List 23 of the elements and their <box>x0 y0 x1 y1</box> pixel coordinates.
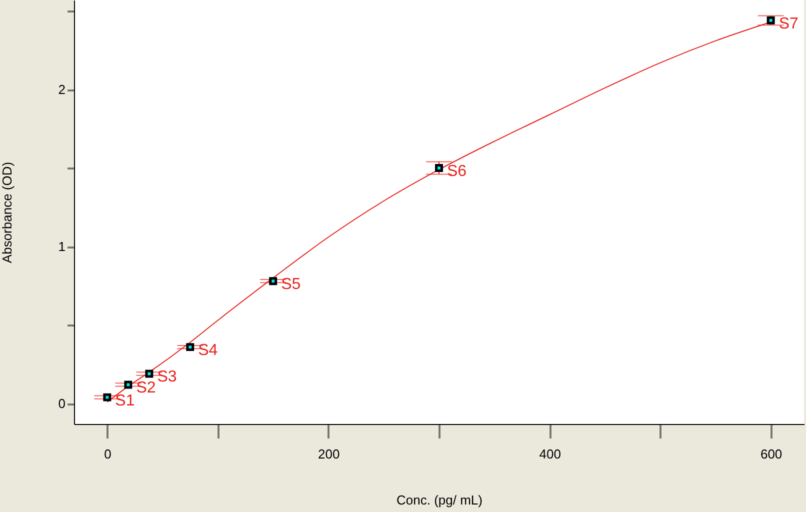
annotation: S4 <box>198 342 218 360</box>
y-tick-label: 1 <box>58 239 66 254</box>
point <box>124 380 132 389</box>
annotation: S2 <box>136 380 156 397</box>
x-tick-label: 0 <box>104 446 112 462</box>
annotation: S3 <box>157 368 177 386</box>
x-tick-label: 400 <box>539 446 561 462</box>
y-tick-label: 2 <box>58 82 66 98</box>
point <box>103 393 112 402</box>
x-axis-title: Conc. (pg/ mL) <box>396 492 482 508</box>
y-axis-title: Absorbance (OD) <box>0 162 14 264</box>
point <box>186 343 194 352</box>
y-tick-label: 0 <box>58 396 66 412</box>
point <box>145 370 154 378</box>
point <box>269 277 278 286</box>
point <box>766 16 775 24</box>
point <box>435 164 443 172</box>
annotation: S6 <box>447 163 467 180</box>
x-tick-label: 600 <box>760 446 782 462</box>
annotation: S7 <box>778 15 798 32</box>
annotation: S5 <box>281 276 301 294</box>
annotation: S1 <box>115 392 135 410</box>
x-tick-label: 200 <box>318 446 340 462</box>
